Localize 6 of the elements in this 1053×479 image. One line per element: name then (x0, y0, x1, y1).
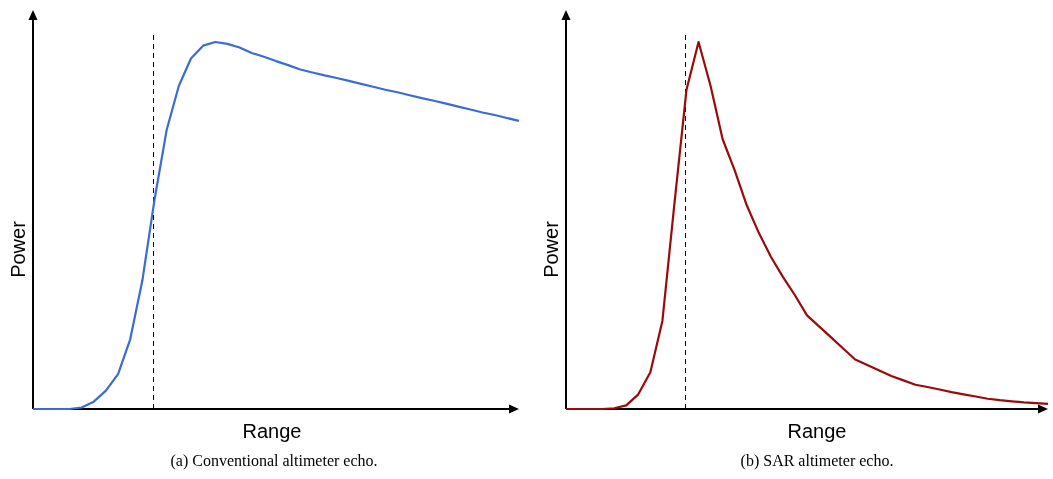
x-axis-title: Range (242, 420, 302, 442)
text: (a) Conventional altimeter echo. (170, 452, 378, 470)
y-axis-title: Power (540, 220, 562, 278)
y-axis-title: Power (7, 220, 29, 278)
x-axis-title: Range (787, 420, 847, 442)
text: (b) SAR altimeter echo. (740, 452, 894, 470)
